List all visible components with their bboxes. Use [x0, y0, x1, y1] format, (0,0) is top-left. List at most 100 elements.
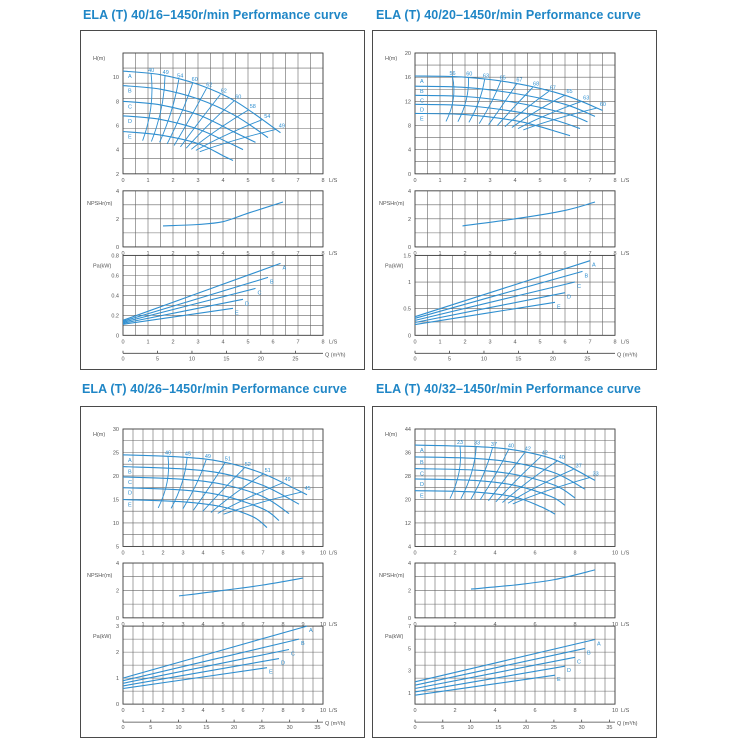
q-tick-label: 25: [551, 725, 557, 731]
efficiency-curve: [157, 456, 169, 509]
efficiency-label: 40: [559, 455, 565, 461]
head-curve-label-D: D: [128, 491, 132, 497]
efficiency-label: 45: [185, 452, 191, 458]
q-tick-label: 10: [175, 725, 181, 731]
head-xtick-label: 5: [221, 550, 224, 556]
npsh-ylabel: NPSHr(m): [379, 573, 405, 579]
chart-panel-3: 5 10 15 20 25 30 H(m) 0 1 2 3 4 5 6 7 8 9 10 L/S A B C D E 40 45 4…: [80, 406, 365, 738]
head-xtick-label: 5: [246, 178, 249, 184]
chart-title-2: ELA (T) 40/20–1450r/min Performance curv…: [376, 8, 641, 22]
efficiency-label: 51: [225, 457, 231, 463]
head-ytick-label: 20: [113, 474, 119, 480]
npsh-ytick-label: 0: [116, 245, 119, 251]
power-curve-E: [122, 307, 234, 325]
power-curve-label-B: B: [270, 279, 274, 285]
npsh-plot-frame: [122, 562, 324, 619]
power-curve-label-C: C: [577, 659, 581, 665]
head-curve-A: [414, 75, 603, 111]
npsh-xtick-label: 3: [196, 251, 199, 257]
head-ytick-label: 8: [408, 123, 411, 129]
npsh-xtick-label: 5: [246, 251, 249, 257]
npsh-ytick-label: 0: [408, 245, 411, 251]
q-tick-label: 20: [231, 725, 237, 731]
efficiency-label: 42: [542, 450, 548, 456]
power-curve-E: [414, 674, 556, 696]
power-xtick-label: 1: [146, 339, 149, 345]
npsh-xtick-label: 2: [171, 251, 174, 257]
head-xtick-label: 2: [453, 550, 456, 556]
power-ytick-label: 0: [116, 333, 119, 339]
efficiency-curve: [223, 491, 302, 515]
head-xtick-label: 1: [438, 178, 441, 184]
power-ytick-label: 1: [408, 280, 411, 286]
chart-panel-2: 0 4 8 12 16 20 H(m) 0 1 2 3 4 5 6 7 8 L/S A B C D E 56 60 63 65 67…: [372, 30, 657, 370]
efficiency-curve: [502, 460, 558, 503]
head-ylabel: H(m): [93, 56, 105, 62]
head-xtick-label: 4: [513, 178, 516, 184]
power-curve-A: [122, 262, 281, 321]
power-curve-label-B: B: [587, 650, 591, 656]
head-ytick-label: 12: [405, 521, 411, 527]
q-tick-label: 0: [121, 356, 124, 362]
head-curve-C: [414, 468, 576, 499]
efficiency-label: 33: [474, 441, 480, 447]
head-xtick-label: 1: [141, 550, 144, 556]
power-curve-B: [122, 638, 300, 682]
efficiency-curve: [193, 462, 226, 511]
efficiency-curve: [496, 87, 534, 126]
npsh-xtick-label: 8: [573, 622, 576, 628]
power-xunit-label: L/S: [329, 708, 338, 714]
npsh-ytick-label: 2: [116, 588, 119, 594]
power-xtick-label: 7: [261, 708, 264, 714]
q-tick-label: 20: [523, 725, 529, 731]
head-curve-label-D: D: [420, 107, 424, 113]
power-curve-label-D: D: [567, 295, 571, 301]
power-curve-label-E: E: [557, 304, 561, 310]
head-curve-A: [414, 444, 596, 481]
power-curve-label-D: D: [281, 661, 285, 667]
power-xtick-label: 6: [241, 708, 244, 714]
chart-panel-4: 4 12 20 28 36 44 H(m) 0 2 4 6 8 10 L/S A B C D E 23 33 37 40 42…: [372, 406, 657, 738]
npsh-xtick-label: 7: [296, 251, 299, 257]
npsh-xtick-label: 0: [413, 622, 416, 628]
power-xtick-label: 9: [301, 708, 304, 714]
power-curve-label-C: C: [258, 290, 262, 296]
power-xtick-label: 8: [613, 339, 616, 345]
head-ytick-label: 4: [408, 148, 411, 154]
efficiency-curve: [511, 94, 566, 128]
power-xtick-label: 4: [221, 339, 224, 345]
head-curve-C: [414, 94, 588, 123]
head-ytick-label: 8: [116, 99, 119, 105]
head-curve-B: [122, 85, 269, 139]
power-plot-frame: [414, 625, 616, 705]
chart-panel-1: 2 4 6 8 10 H(m) 0 1 2 3 4 5 6 7 8 L/S A B C D E 40 49 54 60 62 62 6…: [80, 30, 365, 370]
power-xtick-label: 3: [181, 708, 184, 714]
power-ytick-label: 1: [116, 676, 119, 682]
head-curve-label-D: D: [420, 482, 424, 488]
head-ylabel: H(m): [93, 432, 105, 438]
power-ytick-label: 7: [408, 624, 411, 630]
head-curve-E: [122, 498, 268, 529]
power-xtick-label: 2: [463, 339, 466, 345]
power-curve-C: [122, 648, 290, 684]
head-xtick-label: 2: [463, 178, 466, 184]
efficiency-label: 60: [192, 77, 198, 83]
head-xunit-label: L/S: [621, 550, 630, 556]
npsh-xunit-label: L/S: [329, 251, 338, 257]
power-ytick-label: 0.6: [111, 273, 119, 279]
chart-title-3: ELA (T) 40/26–1450r/min Performance curv…: [82, 382, 347, 396]
power-xtick-label: 5: [246, 339, 249, 345]
efficiency-label: 67: [516, 78, 522, 84]
head-ytick-label: 20: [405, 497, 411, 503]
power-curve-label-C: C: [291, 652, 295, 658]
efficiency-curve: [457, 77, 469, 122]
power-ytick-label: 5: [408, 646, 411, 652]
npsh-plot-frame: [414, 562, 616, 619]
npsh-ytick-label: 2: [408, 588, 411, 594]
q-axis-label: Q (m³/h): [617, 721, 638, 727]
q-tick-label: 5: [448, 356, 451, 362]
head-curve-C: [122, 100, 256, 143]
head-curve-label-B: B: [128, 89, 132, 95]
npsh-xtick-label: 6: [563, 251, 566, 257]
npsh-ytick-label: 2: [408, 217, 411, 223]
